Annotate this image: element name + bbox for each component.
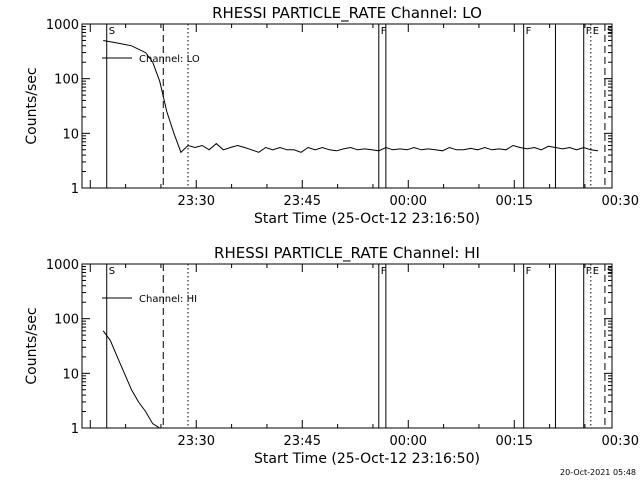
event-marker-label: S <box>607 266 613 277</box>
y-tick-label: 1 <box>71 182 79 197</box>
x-tick-label: 23:45 <box>284 434 321 449</box>
x-tick-label: 23:30 <box>178 194 215 209</box>
x-axis-label: Start Time (25-Oct-12 23:16:50) <box>254 451 480 467</box>
event-marker-label: S <box>109 26 115 37</box>
y-tick-label: 1 <box>71 422 79 437</box>
chart-title: RHESSI PARTICLE_RATE Channel: LO <box>212 4 482 23</box>
footer-timestamp: 20-Oct-2021 05:48 <box>560 468 636 477</box>
chart-panel-hi: RHESSI PARTICLE_RATE Channel: HI 1 10 100 10… <box>24 244 639 467</box>
x-tick-label: 23:45 <box>284 194 321 209</box>
x-tick-label: 00:15 <box>496 434 533 449</box>
legend-label: Channel: HI <box>139 294 197 305</box>
plot-frame <box>81 263 613 429</box>
x-tick-label: 00:00 <box>390 434 427 449</box>
event-marker-label: S <box>109 266 115 277</box>
chart-panel-lo: RHESSI PARTICLE_RATE Channel: LO 1 10 100 10… <box>24 4 639 227</box>
event-marker-label: E <box>593 26 599 37</box>
y-tick-label: 100 <box>54 73 79 88</box>
event-marker-label: F <box>526 26 532 37</box>
x-tick-label: 00:30 <box>602 194 639 209</box>
x-tick-label: 00:00 <box>390 194 427 209</box>
event-marker-label: F <box>586 26 592 37</box>
plot-frame <box>81 23 613 189</box>
series-line <box>102 330 160 428</box>
y-tick-label: 1000 <box>46 18 79 33</box>
y-axis-label: Counts/sec <box>24 67 40 144</box>
y-tick-label: 100 <box>54 313 79 328</box>
y-tick-label: 10 <box>62 127 79 142</box>
event-marker-label: F <box>381 26 387 37</box>
event-marker-label: F <box>586 266 592 277</box>
x-tick-label: 00:30 <box>602 434 639 449</box>
chart-title: RHESSI PARTICLE_RATE Channel: HI <box>214 244 480 263</box>
event-marker-label: F <box>526 266 532 277</box>
x-axis-label: Start Time (25-Oct-12 23:16:50) <box>254 211 480 227</box>
event-marker-label: S <box>607 26 613 37</box>
x-tick-label: 00:15 <box>496 194 533 209</box>
x-tick-label: 23:30 <box>178 434 215 449</box>
event-marker-label: F <box>381 266 387 277</box>
y-axis-label: Counts/sec <box>24 307 40 384</box>
y-tick-label: 1000 <box>46 258 79 273</box>
y-tick-label: 10 <box>62 367 79 382</box>
legend-label: Channel: LO <box>139 54 200 65</box>
event-marker-label: E <box>593 266 599 277</box>
series-line <box>103 40 598 154</box>
